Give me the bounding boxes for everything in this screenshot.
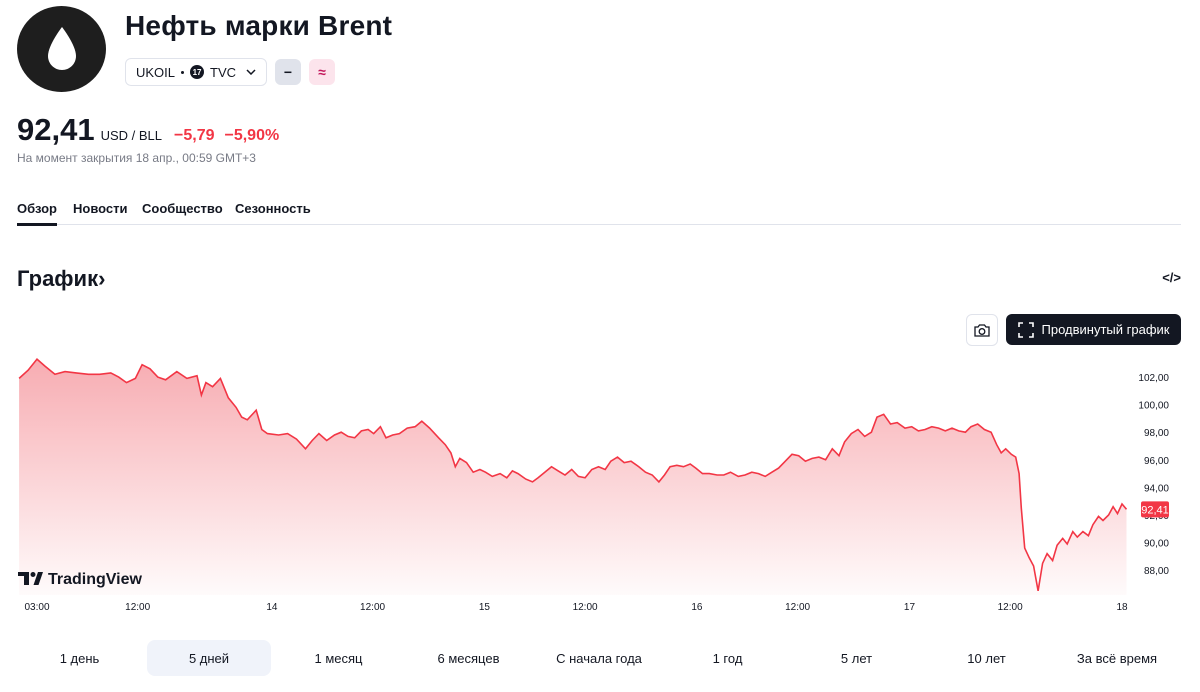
y-axis: 102,00100,0098,0096,0094,0092,0090,0088,… [1138,373,1169,577]
quote-timestamp: На момент закрытия 18 апр., 00:59 GMT+3 [17,151,256,165]
range-10y[interactable]: 10 лет [967,650,1006,666]
camera-icon [974,323,990,337]
x-tick-label: 17 [904,602,916,613]
price-line [18,357,1128,592]
separator-dot [181,70,185,74]
range-1y[interactable]: 1 год [712,650,743,666]
price-change: −5,79 [174,127,215,144]
range-5y[interactable]: 5 лет [840,650,873,666]
exchange-logo-icon: 17 [190,65,205,79]
tab-news[interactable]: Новости [73,201,128,216]
last-price-label-text: 92,41 [1141,504,1169,516]
x-axis: 03:00 12:00 14 12:00 15 12:00 16 12:00 17 12:00 18 [24,602,1128,613]
x-tick-label: 16 [691,602,703,613]
oil-drop-icon [47,27,76,70]
x-tick-label: 12:00 [785,602,810,613]
page-title: Нефть марки Brent [125,10,393,41]
y-tick-label: 94,00 [1144,483,1169,494]
range-5d[interactable]: 5 дней [147,640,271,676]
snapshot-button[interactable] [966,314,998,346]
x-tick-label: 15 [479,602,491,613]
range-1m[interactable]: 1 месяц [314,650,363,666]
chart-section-label: График [17,266,99,291]
range-ytd[interactable]: С начала года [556,650,642,666]
range-selector: 1 день 5 дней 1 месяц 6 месяцев С начала… [17,640,1181,676]
chart-section-title[interactable]: График› [17,266,105,292]
y-tick-label: 102,00 [1138,373,1169,384]
tradingview-watermark: TradingView [18,571,143,588]
x-tick-label: 12:00 [360,602,385,613]
symbol-selector[interactable]: UKOIL 17 TVC [125,58,268,86]
embed-code-icon[interactable]: </> [1162,270,1181,285]
range-6m[interactable]: 6 месяцев [437,650,500,666]
tab-overview[interactable]: Обзор [17,201,57,226]
symbol-code: UKOIL [136,64,176,80]
y-tick-label: 90,00 [1144,539,1169,550]
range-all[interactable]: За всё время [1076,650,1158,666]
tab-seasonality[interactable]: Сезонность [235,201,311,216]
last-price: 92,41 [17,112,95,147]
nav-tabs: Обзор Новости Сообщество Сезонность [17,201,1181,226]
quote-row: 92,41 USD / BLL −5,79 −5,90% [17,112,283,148]
advanced-chart-button[interactable]: Продвинутый график [1006,314,1181,345]
y-tick-label: 98,00 [1144,428,1169,439]
y-tick-label: 96,00 [1144,456,1169,467]
approx-badge[interactable]: ≈ [309,59,336,85]
price-area-fill [19,359,1127,595]
chevron-right-icon: › [98,266,106,291]
symbol-tags: UKOIL 17 TVC − ≈ [125,58,336,86]
x-tick-label: 18 [1116,602,1128,613]
x-tick-label: 03:00 [24,602,49,613]
y-tick-label: 88,00 [1144,566,1169,577]
exchange-name: TVC [210,64,237,80]
tradingview-wordmark: TradingView [48,571,143,588]
last-price-label-bg [1141,501,1169,518]
price-unit: USD / BLL [100,128,162,143]
minus-badge[interactable]: − [275,59,302,85]
fullscreen-icon [1017,321,1034,338]
x-tick-label: 12:00 [998,602,1023,613]
x-tick-label: 14 [266,602,278,613]
last-price-label: 92,41 [1141,501,1169,518]
tradingview-logo-icon [18,572,43,585]
y-tick-label: 100,00 [1138,401,1169,412]
price-chart[interactable]: 102,00100,0098,0096,0094,0092,0090,0088,… [0,355,1200,620]
brent-logo [17,6,106,92]
advanced-chart-label: Продвинутый график [1041,322,1170,337]
range-1d[interactable]: 1 день [59,650,100,666]
price-change-percent: −5,90% [224,127,280,144]
x-tick-label: 12:00 [125,602,150,613]
chevron-down-icon [246,66,256,78]
tab-community[interactable]: Сообщество [142,201,223,216]
x-tick-label: 12:00 [573,602,598,613]
